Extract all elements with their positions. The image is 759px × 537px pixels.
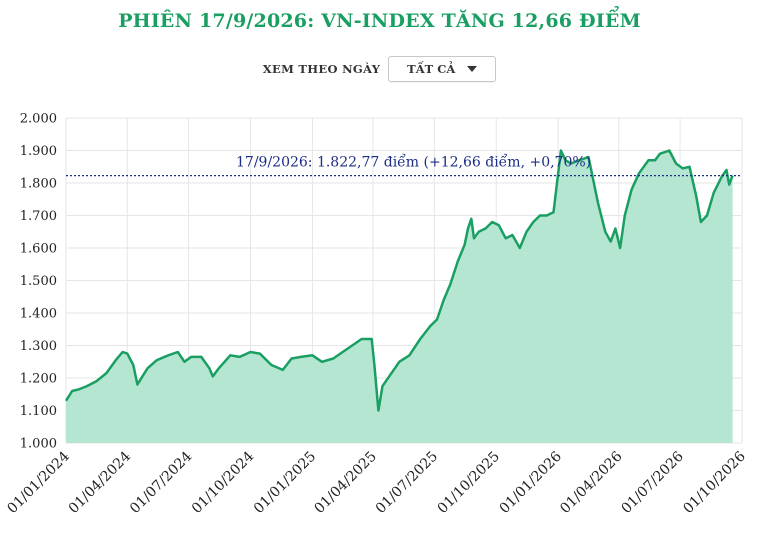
x-tick-label: 01/04/2025 [311,449,379,517]
y-tick-label: 1.400 [20,307,57,322]
y-tick-label: 1.800 [20,177,57,192]
x-tick-label: 01/01/2024 [4,448,72,516]
x-tick-label: 01/07/2026 [619,448,687,516]
x-tick-label: 01/01/2026 [497,448,565,516]
chevron-down-icon [467,66,478,72]
x-tick-label: 01/10/2024 [189,448,257,516]
x-tick-label: 01/04/2024 [66,448,134,516]
x-tick-label: 01/10/2026 [680,448,748,516]
chart-title: PHIÊN 17/9/2026: VN-INDEX TĂNG 12,66 ĐIỂ… [118,10,641,32]
x-axis: 01/01/202401/04/202401/07/202401/10/2024… [4,448,748,516]
x-tick-label: 01/10/2025 [435,449,503,517]
y-tick-label: 1.700 [20,209,57,224]
x-tick-label: 01/07/2025 [373,449,441,517]
y-tick-label: 1.900 [20,144,57,159]
y-tick-label: 1.300 [20,339,57,354]
y-tick-label: 1.100 [20,404,57,419]
y-tick-label: 2.000 [20,112,57,127]
view-by-dropdown[interactable]: TẤT CẢ [388,56,497,82]
series-area [66,150,733,443]
series-line [64,149,734,412]
y-tick-label: 1.200 [20,372,57,387]
x-tick-label: 01/07/2024 [127,448,195,516]
date-filter: XEM THEO NGÀY TẤT CẢ [0,56,759,82]
y-tick-label: 1.000 [20,437,57,452]
dropdown-value: TẤT CẢ [407,62,456,76]
y-tick-label: 1.500 [20,274,57,289]
x-tick-label: 01/01/2025 [251,449,319,517]
y-tick-label: 1.600 [20,242,57,257]
reference-annotation: 17/9/2026: 1.822,77 điểm (+12,66 điểm, +… [236,153,591,171]
x-tick-label: 01/04/2026 [557,448,625,516]
y-axis: 1.000 1.100 1.200 1.300 1.400 1.500 1.600 1.700… [20,112,57,452]
filter-label: XEM THEO NGÀY [262,62,381,76]
